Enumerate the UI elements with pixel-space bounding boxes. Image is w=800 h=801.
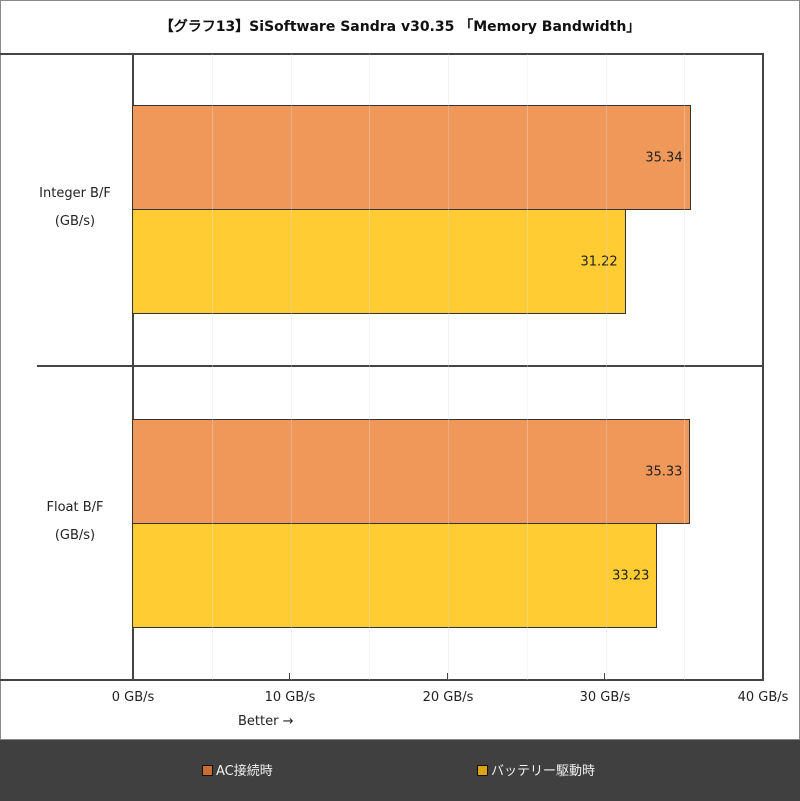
category-separator bbox=[37, 365, 764, 367]
gridline bbox=[211, 54, 213, 680]
gridline bbox=[448, 54, 449, 680]
plot-top-border bbox=[0, 53, 764, 55]
legend-swatch-icon bbox=[477, 765, 488, 776]
x-axis-line bbox=[0, 679, 764, 681]
plot-right-border bbox=[762, 53, 764, 681]
gridline bbox=[369, 54, 371, 680]
category-label-float: Float B/F (GB/s) bbox=[20, 494, 130, 550]
bar-value-label: 35.33 bbox=[645, 464, 683, 479]
bar-value-label: 33.23 bbox=[612, 568, 650, 583]
bar-integer-ac: 35.34 bbox=[132, 105, 691, 210]
x-tick-label: 10 GB/s bbox=[264, 690, 316, 705]
x-tick-mark bbox=[604, 673, 605, 681]
legend-label: バッテリー駆動時 bbox=[491, 764, 596, 779]
x-tick-mark bbox=[289, 673, 290, 681]
better-direction-note: Better → bbox=[238, 714, 294, 729]
gridline bbox=[290, 54, 292, 680]
category-label-line1: Float B/F bbox=[46, 500, 104, 515]
legend-item-ac: AC接続時 bbox=[202, 760, 273, 779]
gridline bbox=[605, 54, 607, 680]
x-tick-label: 30 GB/s bbox=[579, 690, 631, 705]
category-label-integer: Integer B/F (GB/s) bbox=[20, 180, 130, 236]
y-axis-line bbox=[132, 53, 134, 681]
gridline bbox=[684, 54, 686, 680]
x-tick-label: 20 GB/s bbox=[422, 690, 474, 705]
bar-value-label: 31.22 bbox=[580, 254, 618, 269]
chart-title: 【グラフ13】SiSoftware Sandra v30.35 「Memory … bbox=[159, 19, 641, 35]
gridline bbox=[526, 54, 528, 680]
legend-item-battery: バッテリー駆動時 bbox=[477, 760, 595, 779]
x-tick-label: 0 GB/s bbox=[111, 690, 155, 705]
legend-label: AC接続時 bbox=[216, 764, 273, 779]
legend: AC接続時 バッテリー駆動時 bbox=[0, 739, 800, 801]
bar-integer-battery: 31.22 bbox=[132, 209, 626, 314]
bar-float-ac: 35.33 bbox=[132, 419, 691, 524]
bar-float-battery: 33.23 bbox=[132, 523, 658, 628]
x-tick-mark bbox=[447, 673, 448, 681]
bar-value-label: 35.34 bbox=[645, 150, 683, 165]
category-label-line2: (GB/s) bbox=[54, 528, 96, 543]
legend-swatch-icon bbox=[202, 765, 213, 776]
category-label-line2: (GB/s) bbox=[54, 214, 96, 229]
x-tick-label: 40 GB/s bbox=[737, 690, 789, 705]
category-label-line1: Integer B/F bbox=[39, 186, 111, 201]
